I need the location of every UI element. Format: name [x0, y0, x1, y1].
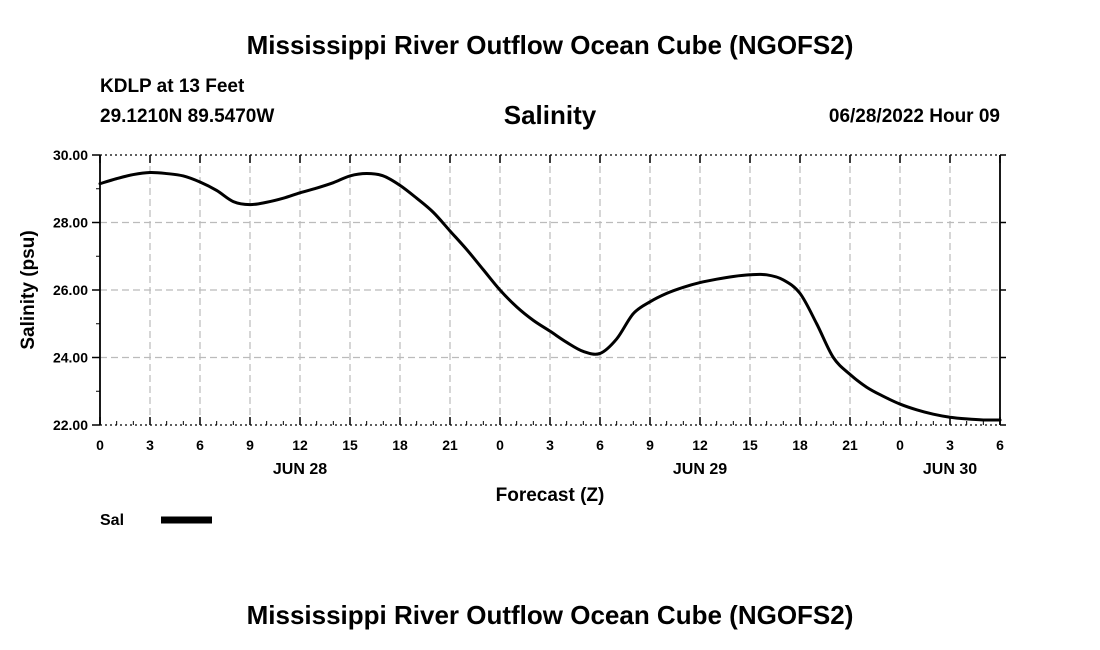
- labels-layer: 0 3 6 9 12 15 18 21 0 3 6 9 12 15 18 21 0 3 6 22.00 24.00 26.…: [18, 147, 1004, 506]
- x-tick-label: 15: [742, 437, 758, 453]
- y-tick-label: 24.00: [53, 350, 88, 366]
- x-tick-label: 0: [896, 437, 904, 453]
- x-tick-label: 0: [496, 437, 504, 453]
- x-tick-label: 15: [342, 437, 358, 453]
- x-tick-label: 6: [596, 437, 604, 453]
- legend-label: Sal: [100, 512, 124, 529]
- y-tick-label: 30.00: [53, 147, 88, 163]
- station-label: KDLP at 13 Feet: [100, 76, 245, 97]
- chart-main-title: Mississippi River Outflow Ocean Cube (NG…: [246, 30, 854, 60]
- x-tick-label: 3: [146, 437, 154, 453]
- legend: Sal: [100, 512, 212, 529]
- x-tick-label: 6: [196, 437, 204, 453]
- x-tick-label: 18: [392, 437, 408, 453]
- y-tick-label: 26.00: [53, 282, 88, 298]
- x-tick-label: 12: [292, 437, 308, 453]
- y-tick-label: 28.00: [53, 215, 88, 231]
- day-label: JUN 30: [923, 461, 977, 478]
- chart-subtitle: Salinity: [503, 100, 597, 130]
- day-label: JUN 28: [273, 461, 327, 478]
- footer-title: Mississippi River Outflow Ocean Cube (NG…: [246, 600, 854, 630]
- y-tick-label: 22.00: [53, 417, 88, 433]
- x-tick-label: 9: [246, 437, 254, 453]
- forecast-datetime: 06/28/2022 Hour 09: [828, 106, 1000, 127]
- x-tick-label: 3: [946, 437, 954, 453]
- x-tick-label: 21: [442, 437, 458, 453]
- x-axis-title: Forecast (Z): [496, 485, 605, 506]
- x-tick-label: 18: [792, 437, 808, 453]
- x-tick-label: 12: [692, 437, 708, 453]
- station-coordinates: 29.1210N 89.5470W: [100, 106, 275, 127]
- series-layer: [98, 171, 1002, 422]
- x-tick-label: 21: [842, 437, 858, 453]
- x-tick-label: 6: [996, 437, 1004, 453]
- day-label: JUN 29: [673, 461, 727, 478]
- x-tick-label: 0: [96, 437, 104, 453]
- series-line-sal: [98, 171, 1002, 422]
- x-tick-label: 9: [646, 437, 654, 453]
- y-axis-title: Salinity (psu): [18, 230, 39, 349]
- x-tick-label: 3: [546, 437, 554, 453]
- axes-layer: [92, 154, 1006, 426]
